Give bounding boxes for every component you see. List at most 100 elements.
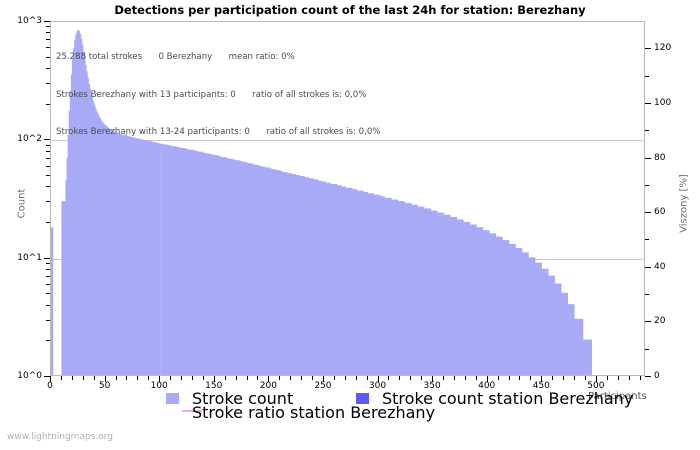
x-axis-minor-tick (399, 376, 401, 380)
bar (393, 199, 397, 375)
bar (239, 160, 242, 375)
y-axis-minor-tick (46, 222, 50, 224)
bar (150, 141, 152, 375)
bar (96, 113, 99, 375)
bar (93, 104, 96, 375)
bar (102, 122, 105, 375)
x-axis-minor-tick (388, 376, 390, 380)
bar (543, 268, 547, 375)
bar (115, 132, 118, 375)
bar (186, 149, 190, 375)
bar (382, 196, 386, 375)
x-axis-tick (322, 376, 324, 382)
y-axis-minor-tick (46, 103, 50, 105)
x-axis-minor-tick (497, 376, 499, 380)
x-axis-tick-label: 50 (98, 381, 111, 391)
bar (241, 161, 244, 375)
bar (297, 175, 301, 375)
bar (404, 202, 407, 375)
x-axis-minor-tick (279, 376, 281, 380)
bar (567, 304, 571, 375)
bar (78, 30, 81, 375)
bar (136, 138, 138, 375)
bar (541, 268, 545, 375)
bar (105, 125, 108, 375)
chart-title: Detections per participation count of th… (114, 3, 586, 17)
bar (108, 128, 111, 375)
bar (252, 164, 255, 375)
bar (197, 151, 201, 375)
x-axis-minor-tick (137, 376, 139, 380)
bar (167, 145, 170, 375)
bar (291, 174, 294, 375)
bar (202, 152, 205, 375)
annotation-line-1: 25.288 total strokes 0 Berezhany mean ra… (56, 52, 295, 62)
bar (587, 339, 590, 375)
bar (152, 141, 155, 375)
bar (574, 318, 577, 375)
bar (428, 208, 431, 375)
bar (373, 194, 377, 375)
bar (545, 268, 549, 375)
x-axis-minor-tick (606, 376, 608, 380)
bar (478, 227, 481, 375)
bar (389, 197, 392, 375)
y-axis-tick-label: 10^3 (17, 16, 42, 26)
bar (143, 140, 146, 375)
y-axis-tick-label: 10^2 (17, 134, 42, 145)
bar (489, 233, 492, 375)
legend-swatch-stroke-count (166, 393, 179, 404)
bar (548, 275, 551, 375)
bar (476, 227, 479, 375)
bar (249, 163, 253, 375)
bar (563, 292, 566, 375)
bar (147, 140, 149, 375)
x-axis-minor-tick (82, 376, 84, 380)
bar (260, 166, 264, 375)
bar (571, 304, 575, 375)
bar (537, 262, 540, 375)
bar (556, 283, 560, 375)
x-axis-tick (104, 376, 106, 382)
bar (391, 199, 394, 375)
x-axis-minor-tick (312, 376, 314, 380)
bar (397, 201, 401, 375)
x-axis-minor-tick (552, 376, 554, 380)
x-axis-tick (159, 376, 161, 382)
bar (127, 136, 130, 375)
bar (504, 240, 508, 375)
x-axis-minor-tick (246, 376, 248, 380)
bar (89, 88, 91, 375)
bar (378, 194, 381, 375)
bar (256, 164, 260, 375)
watermark: www.lightningmaps.org (7, 432, 113, 442)
y-axis-right-tick (645, 48, 651, 50)
y-axis-tick-label: 10^0 (17, 371, 42, 381)
bar (426, 208, 429, 375)
y-axis-minor-tick (46, 340, 50, 342)
bar (123, 134, 125, 375)
bar (306, 177, 310, 375)
bar (70, 74, 73, 375)
bar (243, 161, 246, 375)
legend-swatch-stroke-count-station (356, 393, 369, 404)
y-axis-right-tick-label: 20 (654, 316, 666, 327)
bar (508, 243, 512, 375)
bar (245, 162, 249, 375)
bar (430, 210, 434, 375)
x-axis-minor-tick (170, 376, 172, 380)
bar (160, 143, 164, 375)
y-axis-right-tick (645, 157, 651, 159)
bar (122, 134, 124, 375)
bar (280, 171, 283, 375)
bar (345, 187, 349, 375)
bar (530, 257, 534, 375)
y-axis-minor-tick (46, 26, 50, 28)
bar (219, 156, 223, 375)
bar (173, 146, 177, 375)
y-axis-minor-tick (46, 56, 50, 58)
bar (65, 180, 68, 375)
bar (582, 339, 586, 375)
bar (437, 212, 440, 375)
bar (415, 204, 418, 375)
